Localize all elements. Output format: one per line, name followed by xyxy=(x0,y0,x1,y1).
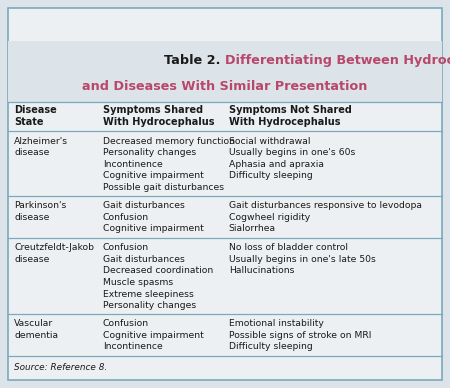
Text: Disease
State: Disease State xyxy=(14,105,57,127)
Text: Gait disturbances responsive to levodopa
Cogwheel rigidity
Sialorrhea: Gait disturbances responsive to levodopa… xyxy=(229,201,422,233)
Text: Social withdrawal
Usually begins in one's 60s
Aphasia and apraxia
Difficulty sle: Social withdrawal Usually begins in one'… xyxy=(229,137,355,180)
Text: Symptoms Shared
With Hydrocephalus: Symptoms Shared With Hydrocephalus xyxy=(103,105,215,127)
Text: Symptoms Not Shared
With Hydrocephalus: Symptoms Not Shared With Hydrocephalus xyxy=(229,105,352,127)
Text: Creutzfeldt-Jakob
disease: Creutzfeldt-Jakob disease xyxy=(14,243,94,264)
Text: Differentiating Between Hydrocephalus: Differentiating Between Hydrocephalus xyxy=(225,54,450,67)
Text: Emotional instability
Possible signs of stroke on MRI
Difficulty sleeping: Emotional instability Possible signs of … xyxy=(229,319,371,351)
Text: Confusion
Gait disturbances
Decreased coordination
Muscle spasms
Extreme sleepin: Confusion Gait disturbances Decreased co… xyxy=(103,243,213,310)
Text: Source: Reference 8.: Source: Reference 8. xyxy=(14,363,107,372)
Text: No loss of bladder control
Usually begins in one's late 50s
Hallucinations: No loss of bladder control Usually begin… xyxy=(229,243,376,275)
Text: Table 2.: Table 2. xyxy=(164,54,225,67)
Text: and Diseases With Similar Presentation: and Diseases With Similar Presentation xyxy=(82,80,368,93)
Text: Gait disturbances
Confusion
Cognitive impairment: Gait disturbances Confusion Cognitive im… xyxy=(103,201,204,233)
Text: Vascular
dementia: Vascular dementia xyxy=(14,319,58,340)
Text: Parkinson's
disease: Parkinson's disease xyxy=(14,201,67,222)
Text: Decreased memory function
Personality changes
Incontinence
Cognitive impairment
: Decreased memory function Personality ch… xyxy=(103,137,235,192)
Text: Confusion
Cognitive impairment
Incontinence: Confusion Cognitive impairment Incontine… xyxy=(103,319,204,351)
Bar xyxy=(8,42,442,102)
Text: Alzheimer's
disease: Alzheimer's disease xyxy=(14,137,68,157)
